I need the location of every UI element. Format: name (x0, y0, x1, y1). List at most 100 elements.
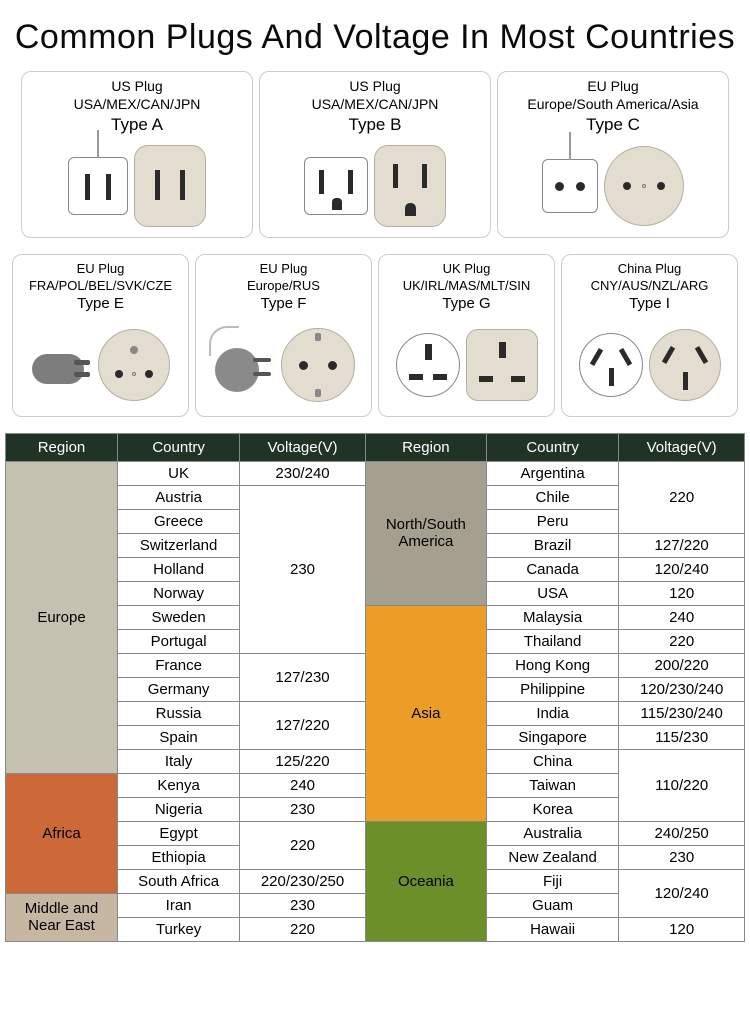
plug-row-1: US Plug USA/MEX/CAN/JPN Type A US Plug U… (0, 67, 750, 250)
country-cell: Turkey (118, 917, 240, 941)
plug-card-type-g: UK Plug UK/IRL/MAS/MLT/SIN Type G (378, 254, 555, 416)
th-country-r: Country (486, 433, 618, 461)
region-cell: Africa (6, 773, 118, 893)
country-cell: France (118, 653, 240, 677)
country-cell: Nigeria (118, 797, 240, 821)
plug-card-type-e: EU Plug FRA/POL/BEL/SVK/CZE Type E (12, 254, 189, 416)
table-body: EuropeUK230/240North/SouthAmericaArgenti… (6, 461, 745, 941)
voltage-cell: 110/220 (619, 749, 745, 821)
country-cell: India (486, 701, 618, 725)
plug-countries: USA/MEX/CAN/JPN (264, 96, 486, 114)
voltage-cell: 127/220 (619, 533, 745, 557)
voltage-cell: 240/250 (619, 821, 745, 845)
table-row: EuropeUK230/240North/SouthAmericaArgenti… (6, 461, 745, 485)
th-region-l: Region (6, 433, 118, 461)
page-title: Common Plugs And Voltage In Most Countri… (0, 0, 750, 67)
plug-countries: CNY/AUS/NZL/ARG (566, 278, 733, 294)
country-cell: Chile (486, 485, 618, 509)
country-cell: Hong Kong (486, 653, 618, 677)
plug-card-type-b: US Plug USA/MEX/CAN/JPN Type B (259, 71, 491, 238)
region-cell: Oceania (365, 821, 486, 941)
country-cell: Canada (486, 557, 618, 581)
voltage-cell: 115/230/240 (619, 701, 745, 725)
plug-card-type-a: US Plug USA/MEX/CAN/JPN Type A (21, 71, 253, 238)
country-cell: Russia (118, 701, 240, 725)
plug-card-type-c: EU Plug Europe/South America/Asia Type C (497, 71, 729, 238)
country-cell: UK (118, 461, 240, 485)
country-cell: Switzerland (118, 533, 240, 557)
voltage-table: Region Country Voltage(V) Region Country… (5, 433, 745, 942)
th-country-l: Country (118, 433, 240, 461)
country-cell: Italy (118, 749, 240, 773)
country-cell: Philippine (486, 677, 618, 701)
country-cell: Singapore (486, 725, 618, 749)
country-cell: Austria (118, 485, 240, 509)
country-cell: Fiji (486, 869, 618, 893)
country-cell: Guam (486, 893, 618, 917)
country-cell: Australia (486, 821, 618, 845)
voltage-cell: 220 (240, 917, 366, 941)
voltage-cell: 120/240 (619, 557, 745, 581)
plug-name: EU Plug (502, 78, 724, 96)
plug-type: Type B (264, 114, 486, 135)
country-cell: Kenya (118, 773, 240, 797)
voltage-cell: 220 (240, 821, 366, 869)
voltage-cell: 230 (240, 485, 366, 653)
th-voltage-r: Voltage(V) (619, 433, 745, 461)
th-region-r: Region (365, 433, 486, 461)
country-cell: Hawaii (486, 917, 618, 941)
voltage-cell: 120 (619, 917, 745, 941)
voltage-cell: 115/230 (619, 725, 745, 749)
country-cell: Egypt (118, 821, 240, 845)
country-cell: Peru (486, 509, 618, 533)
voltage-cell: 220/230/250 (240, 869, 366, 893)
table-header: Region Country Voltage(V) Region Country… (6, 433, 745, 461)
voltage-cell: 240 (619, 605, 745, 629)
voltage-cell: 220 (619, 629, 745, 653)
voltage-cell: 127/220 (240, 701, 366, 749)
region-cell: North/SouthAmerica (365, 461, 486, 605)
voltage-cell: 240 (240, 773, 366, 797)
voltage-cell: 125/220 (240, 749, 366, 773)
voltage-cell: 120 (619, 581, 745, 605)
country-cell: Argentina (486, 461, 618, 485)
plug-countries: FRA/POL/BEL/SVK/CZE (17, 278, 184, 294)
voltage-cell: 127/230 (240, 653, 366, 701)
region-cell: Europe (6, 461, 118, 773)
plug-name: US Plug (26, 78, 248, 96)
plug-countries: UK/IRL/MAS/MLT/SIN (383, 278, 550, 294)
plug-countries: USA/MEX/CAN/JPN (26, 96, 248, 114)
plug-type: Type A (26, 114, 248, 135)
voltage-cell: 120/230/240 (619, 677, 745, 701)
voltage-cell: 230 (240, 797, 366, 821)
plug-type: Type I (566, 295, 733, 314)
voltage-cell: 200/220 (619, 653, 745, 677)
country-cell: Taiwan (486, 773, 618, 797)
plug-name: China Plug (566, 261, 733, 277)
region-cell: Middle andNear East (6, 893, 118, 941)
plug-type: Type E (17, 295, 184, 314)
country-cell: Brazil (486, 533, 618, 557)
voltage-cell: 220 (619, 461, 745, 533)
country-cell: Sweden (118, 605, 240, 629)
country-cell: Ethiopia (118, 845, 240, 869)
voltage-cell: 120/240 (619, 869, 745, 917)
country-cell: Korea (486, 797, 618, 821)
plug-name: US Plug (264, 78, 486, 96)
country-cell: South Africa (118, 869, 240, 893)
voltage-cell: 230 (240, 893, 366, 917)
voltage-cell: 230 (619, 845, 745, 869)
country-cell: China (486, 749, 618, 773)
country-cell: Germany (118, 677, 240, 701)
country-cell: Portugal (118, 629, 240, 653)
region-cell: Asia (365, 605, 486, 821)
plug-countries: Europe/South America/Asia (502, 96, 724, 114)
country-cell: Thailand (486, 629, 618, 653)
country-cell: Spain (118, 725, 240, 749)
plug-name: EU Plug (200, 261, 367, 277)
country-cell: Iran (118, 893, 240, 917)
country-cell: New Zealand (486, 845, 618, 869)
country-cell: Greece (118, 509, 240, 533)
th-voltage-l: Voltage(V) (240, 433, 366, 461)
country-cell: Malaysia (486, 605, 618, 629)
